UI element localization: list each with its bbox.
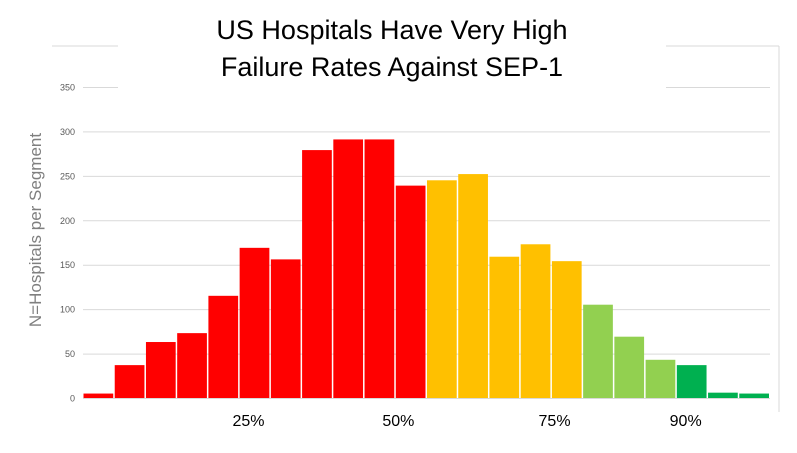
bar: [614, 336, 645, 398]
bar: [395, 185, 426, 398]
y-tick-label: 0: [70, 394, 75, 404]
bar: [114, 365, 145, 398]
bar: [177, 333, 207, 398]
y-tick-label: 250: [60, 171, 75, 181]
bar: [676, 365, 707, 398]
bar: [458, 174, 488, 398]
x-label: 25%: [232, 413, 264, 430]
y-axis-label: N=Hospitals per Segment: [26, 133, 45, 327]
bar: [208, 295, 239, 398]
x-label: 90%: [670, 413, 702, 430]
bar: [270, 259, 301, 398]
bar: [427, 180, 457, 398]
y-tick-label: 200: [60, 216, 75, 226]
x-label: 50%: [382, 413, 414, 430]
chart-title-line-1: US Hospitals Have Very High: [216, 15, 568, 45]
chart-title: US Hospitals Have Very High Failure Rate…: [118, 8, 666, 94]
bar: [239, 247, 270, 398]
y-tick-label: 350: [60, 83, 75, 93]
bar: [145, 342, 176, 398]
bar: [739, 393, 769, 398]
y-tick-label: 150: [60, 260, 75, 270]
bar: [708, 392, 738, 398]
y-tick-label: 100: [60, 305, 75, 315]
bar: [583, 304, 613, 398]
bar: [83, 393, 114, 398]
y-tick-label: 50: [65, 349, 75, 359]
bar: [551, 261, 582, 398]
chart-title-line-2: Failure Rates Against SEP-1: [220, 52, 564, 82]
bar: [364, 139, 395, 398]
bar: [489, 256, 520, 398]
y-tick-label: 300: [60, 127, 75, 137]
bar: [302, 150, 332, 398]
bar: [520, 244, 551, 398]
bar: [333, 139, 364, 398]
x-label: 75%: [539, 413, 571, 430]
bar: [645, 359, 676, 398]
